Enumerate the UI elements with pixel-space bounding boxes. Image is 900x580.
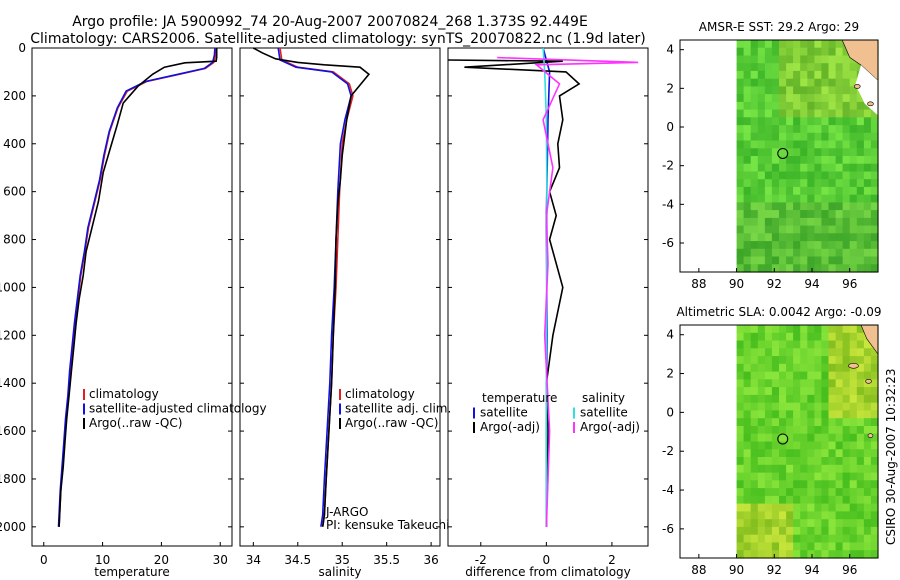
y-tick-label: 1000 [0, 280, 26, 294]
y-tick-label: 0 [666, 405, 674, 419]
y-tick-label: -4 [662, 483, 674, 497]
y-tick-label: 0 [666, 120, 674, 134]
sst-map: AMSR-E SST: 29.2 Argo: 29 88 90 92 94 96 4 2 0 -2… [662, 20, 879, 291]
y-tick-label: 2 [666, 81, 674, 95]
y-tick-label: 1400 [0, 376, 26, 390]
x-tick-label: 36 [423, 553, 438, 567]
legend-entry: satellite [480, 406, 528, 420]
x-tick-label: 10 [95, 553, 110, 567]
y-tick-label: -4 [662, 197, 674, 211]
y-tick-label: 2 [666, 367, 674, 381]
series-line-temperature-argo-adj- [447, 59, 581, 527]
x-tick-label: 34 [246, 553, 261, 567]
float-location-marker [777, 147, 789, 159]
legend-entry: Argo(..raw -QC) [345, 416, 438, 430]
series-line-climatology [58, 47, 217, 527]
x-tick-label: 2 [608, 553, 616, 567]
series-line-argo-raw-qc- [58, 48, 218, 527]
annotation-text: J-ARGO [325, 505, 368, 519]
x-tick-label: 96 [842, 277, 857, 291]
legend-entry: Argo(-adj) [580, 420, 640, 434]
x-tick-label: 35 [335, 553, 350, 567]
x-axis-label: temperature [94, 565, 169, 579]
x-tick-label: 92 [767, 277, 782, 291]
x-axis-label: salinity [318, 565, 361, 579]
y-tick-label: 0 [18, 41, 26, 55]
land-mask [841, 39, 879, 116]
y-tick-label: 400 [3, 137, 26, 151]
y-tick-label: 1800 [0, 472, 26, 486]
series-line-salinity-argo-adj- [497, 56, 639, 527]
legend-entry: Argo(-adj) [480, 420, 540, 434]
y-tick-label: 800 [3, 233, 26, 247]
legend-entry: satellite-adjusted climatology [89, 402, 267, 416]
x-tick-label: 92 [767, 563, 782, 577]
x-tick-label: 94 [804, 277, 819, 291]
map-field [736, 325, 879, 559]
plot-frame [31, 47, 233, 547]
x-tick-label: 88 [691, 563, 706, 577]
x-tick-label: 90 [729, 277, 744, 291]
y-tick-label: 4 [666, 328, 674, 342]
y-tick-label: 600 [3, 185, 26, 199]
x-tick-label: 34.5 [284, 553, 311, 567]
x-tick-label: 96 [842, 563, 857, 577]
map-title: AMSR-E SST: 29.2 Argo: 29 [699, 20, 859, 34]
map-frame [679, 39, 879, 273]
x-tick-label: 0 [40, 553, 48, 567]
plot-frame [447, 47, 649, 547]
credit-text: CSIRO 30-Aug-2007 10:32:23 [884, 369, 898, 545]
legend-entry: satellite adj. clim. [345, 402, 451, 416]
legend-entry: climatology [89, 387, 159, 401]
x-tick-label: 20 [154, 553, 169, 567]
y-tick-label: 4 [666, 43, 674, 57]
x-tick-label: 88 [691, 277, 706, 291]
x-tick-label: 30 [213, 553, 228, 567]
series-line-climatology [279, 47, 354, 527]
legend-entry: Argo(..raw -QC) [89, 416, 182, 430]
y-tick-label: -2 [662, 444, 674, 458]
series-line-argo-raw-qc- [252, 47, 371, 527]
legend-entry: temperature [482, 391, 557, 405]
map-title: Altimetric SLA: 0.0042 Argo: -0.09 [676, 305, 881, 319]
header-line-1: Argo profile: JA 5900992_74 20-Aug-2007 … [72, 14, 588, 30]
y-tick-label: -6 [662, 522, 674, 536]
annotation-text: PI: kensuke Takeuchi [326, 518, 449, 532]
x-tick-label: 35.5 [373, 553, 400, 567]
float-location-marker [777, 433, 789, 445]
plot-frame [239, 47, 441, 547]
x-tick-label: 94 [804, 563, 819, 577]
series-line-satellite-adjusted-climatology [57, 47, 216, 527]
legend-entry: climatology [345, 387, 415, 401]
x-tick-label: 90 [729, 563, 744, 577]
y-tick-label: -2 [662, 159, 674, 173]
legend-entry: satellite [580, 406, 628, 420]
sla-map: Altimetric SLA: 0.0042 Argo: -0.09 88 90 92… [662, 305, 882, 577]
y-tick-label: 2000 [0, 520, 26, 534]
x-tick-label: -2 [475, 553, 487, 567]
x-tick-label: 0 [543, 553, 551, 567]
map-frame [679, 324, 879, 559]
temperature-profile-plot: 0 10 20 30 temperature 0 200 400 600 800 1000 1200 1… [0, 41, 267, 579]
x-axis-label: difference from climatology [465, 565, 631, 579]
series-line-satellite-adj-clim- [277, 47, 352, 527]
salinity-profile-plot: 34 34.5 35 35.5 36 salinity climatologysatelli… [239, 47, 451, 579]
legend-entry: salinity [582, 391, 625, 405]
y-tick-label: 1600 [0, 424, 26, 438]
header-line-2: Climatology: CARS2006. Satellite-adjuste… [30, 31, 645, 47]
y-tick-label: -6 [662, 236, 674, 250]
y-tick-label: 1200 [0, 328, 26, 342]
map-field [736, 40, 879, 273]
y-tick-label: 200 [3, 89, 26, 103]
